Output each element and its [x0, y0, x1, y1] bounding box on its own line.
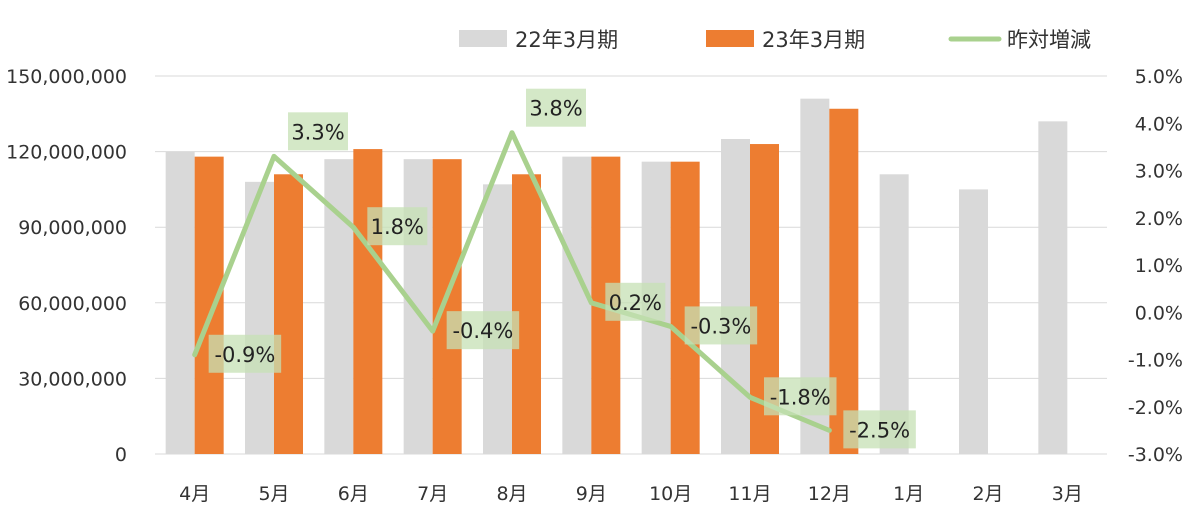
y-left-tick-label: 0	[115, 444, 127, 466]
legend: 22年3月期 23年3月期 昨対増減	[459, 28, 1091, 52]
y-left-tick-label: 60,000,000	[18, 293, 127, 315]
data-label: -2.5%	[849, 418, 910, 442]
x-tick-label: 10月	[649, 483, 692, 505]
x-tick-label: 1月	[893, 483, 924, 505]
data-label-bg	[208, 334, 282, 373]
y-left-tick-label: 120,000,000	[6, 142, 127, 164]
bar-22fy	[403, 159, 433, 454]
x-tick-label: 12月	[808, 483, 851, 505]
legend-swatch-bar	[706, 30, 754, 47]
data-label-bg	[684, 306, 758, 345]
bar-22fy	[1038, 121, 1068, 455]
x-tick-label: 2月	[972, 483, 1003, 505]
y-right-tick-label: 0.0%	[1135, 302, 1183, 324]
y-left-tick-label: 150,000,000	[6, 66, 127, 88]
legend-swatch-bar	[459, 30, 507, 47]
y-right-tick-label: 3.0%	[1135, 161, 1183, 183]
data-label-bg	[764, 377, 837, 416]
y-right-tick-label: -2.0%	[1128, 397, 1183, 419]
x-tick-label: 7月	[417, 483, 448, 505]
data-label: 0.2%	[609, 291, 662, 315]
x-tick-label: 11月	[728, 483, 771, 505]
bar-22fy	[879, 174, 909, 454]
data-label: 3.8%	[529, 97, 582, 121]
legend-label: 22年3月期	[515, 28, 618, 52]
y-axis-right: -3.0% -2.0% -1.0% 0.0% 1.0% 2.0% 3.0% 4.0% 5.0%	[1128, 66, 1183, 466]
y-left-tick-label: 30,000,000	[18, 368, 127, 390]
data-label-bg	[446, 311, 520, 350]
x-axis: 4月 5月 6月 7月 8月 9月 10月 11月 12月 1月 2月 3月	[179, 483, 1083, 505]
bar-23fy	[353, 149, 383, 454]
y-right-tick-label: -1.0%	[1128, 350, 1183, 372]
x-tick-label: 9月	[576, 483, 607, 505]
y-right-tick-label: 1.0%	[1135, 255, 1183, 277]
bar-23fy	[432, 159, 462, 454]
data-label: -1.8%	[770, 385, 831, 409]
bar-22fy	[165, 151, 195, 454]
bar-22fy	[959, 189, 988, 454]
y-right-tick-label: 4.0%	[1135, 113, 1183, 135]
legend-label: 昨対増減	[1007, 28, 1091, 52]
data-label: -0.9%	[214, 343, 275, 367]
bar-23fy	[274, 174, 303, 454]
yoy-line-path	[192, 130, 832, 433]
y-right-tick-label: -3.0%	[1128, 444, 1183, 466]
y-right-tick-label: 2.0%	[1135, 208, 1183, 230]
bar-23fy	[194, 156, 224, 454]
data-label: 3.3%	[291, 120, 344, 144]
x-tick-label: 8月	[496, 483, 527, 505]
data-label-bg	[367, 207, 428, 246]
x-tick-label: 3月	[1052, 483, 1083, 505]
y-left-tick-label: 90,000,000	[18, 217, 127, 239]
bar-22fy	[245, 181, 274, 454]
x-tick-label: 4月	[179, 483, 210, 505]
data-label-bg	[288, 112, 348, 151]
data-label: -0.3%	[690, 314, 751, 338]
x-tick-label: 6月	[338, 483, 369, 505]
yoy-line	[192, 130, 832, 433]
data-label-bg	[843, 410, 916, 449]
legend-label: 23年3月期	[762, 28, 865, 52]
data-label: 1.8%	[371, 215, 424, 239]
y-right-tick-label: 5.0%	[1135, 66, 1183, 88]
data-label-bg	[605, 282, 666, 321]
y-axis-left: 0 30,000,000 60,000,000 90,000,000 120,000,0…	[6, 66, 127, 466]
bar-22fy	[721, 139, 750, 454]
data-label-bg	[526, 88, 586, 127]
data-label: -0.4%	[452, 319, 513, 343]
bar-22fy	[562, 156, 592, 454]
x-tick-label: 5月	[258, 483, 289, 505]
data-labels: -0.9% 3.3% 1.8% -0.4% 3.8% 0.2% -0.3% -1.8% -2.5…	[208, 88, 916, 449]
